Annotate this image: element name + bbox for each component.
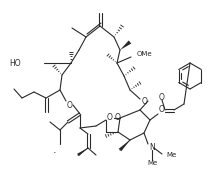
Text: O: O xyxy=(107,114,113,122)
Text: Me: Me xyxy=(147,160,157,166)
Text: HO: HO xyxy=(9,58,21,68)
Polygon shape xyxy=(119,140,130,151)
Text: N: N xyxy=(149,143,155,152)
Text: .: . xyxy=(53,145,57,155)
Text: O: O xyxy=(159,93,165,102)
Polygon shape xyxy=(77,148,88,156)
Polygon shape xyxy=(120,40,131,50)
Text: Me: Me xyxy=(166,152,176,158)
Text: OMe: OMe xyxy=(137,51,153,57)
Text: O: O xyxy=(67,100,73,109)
Text: O: O xyxy=(159,105,165,115)
Text: O: O xyxy=(115,114,121,122)
Text: O: O xyxy=(142,96,148,105)
